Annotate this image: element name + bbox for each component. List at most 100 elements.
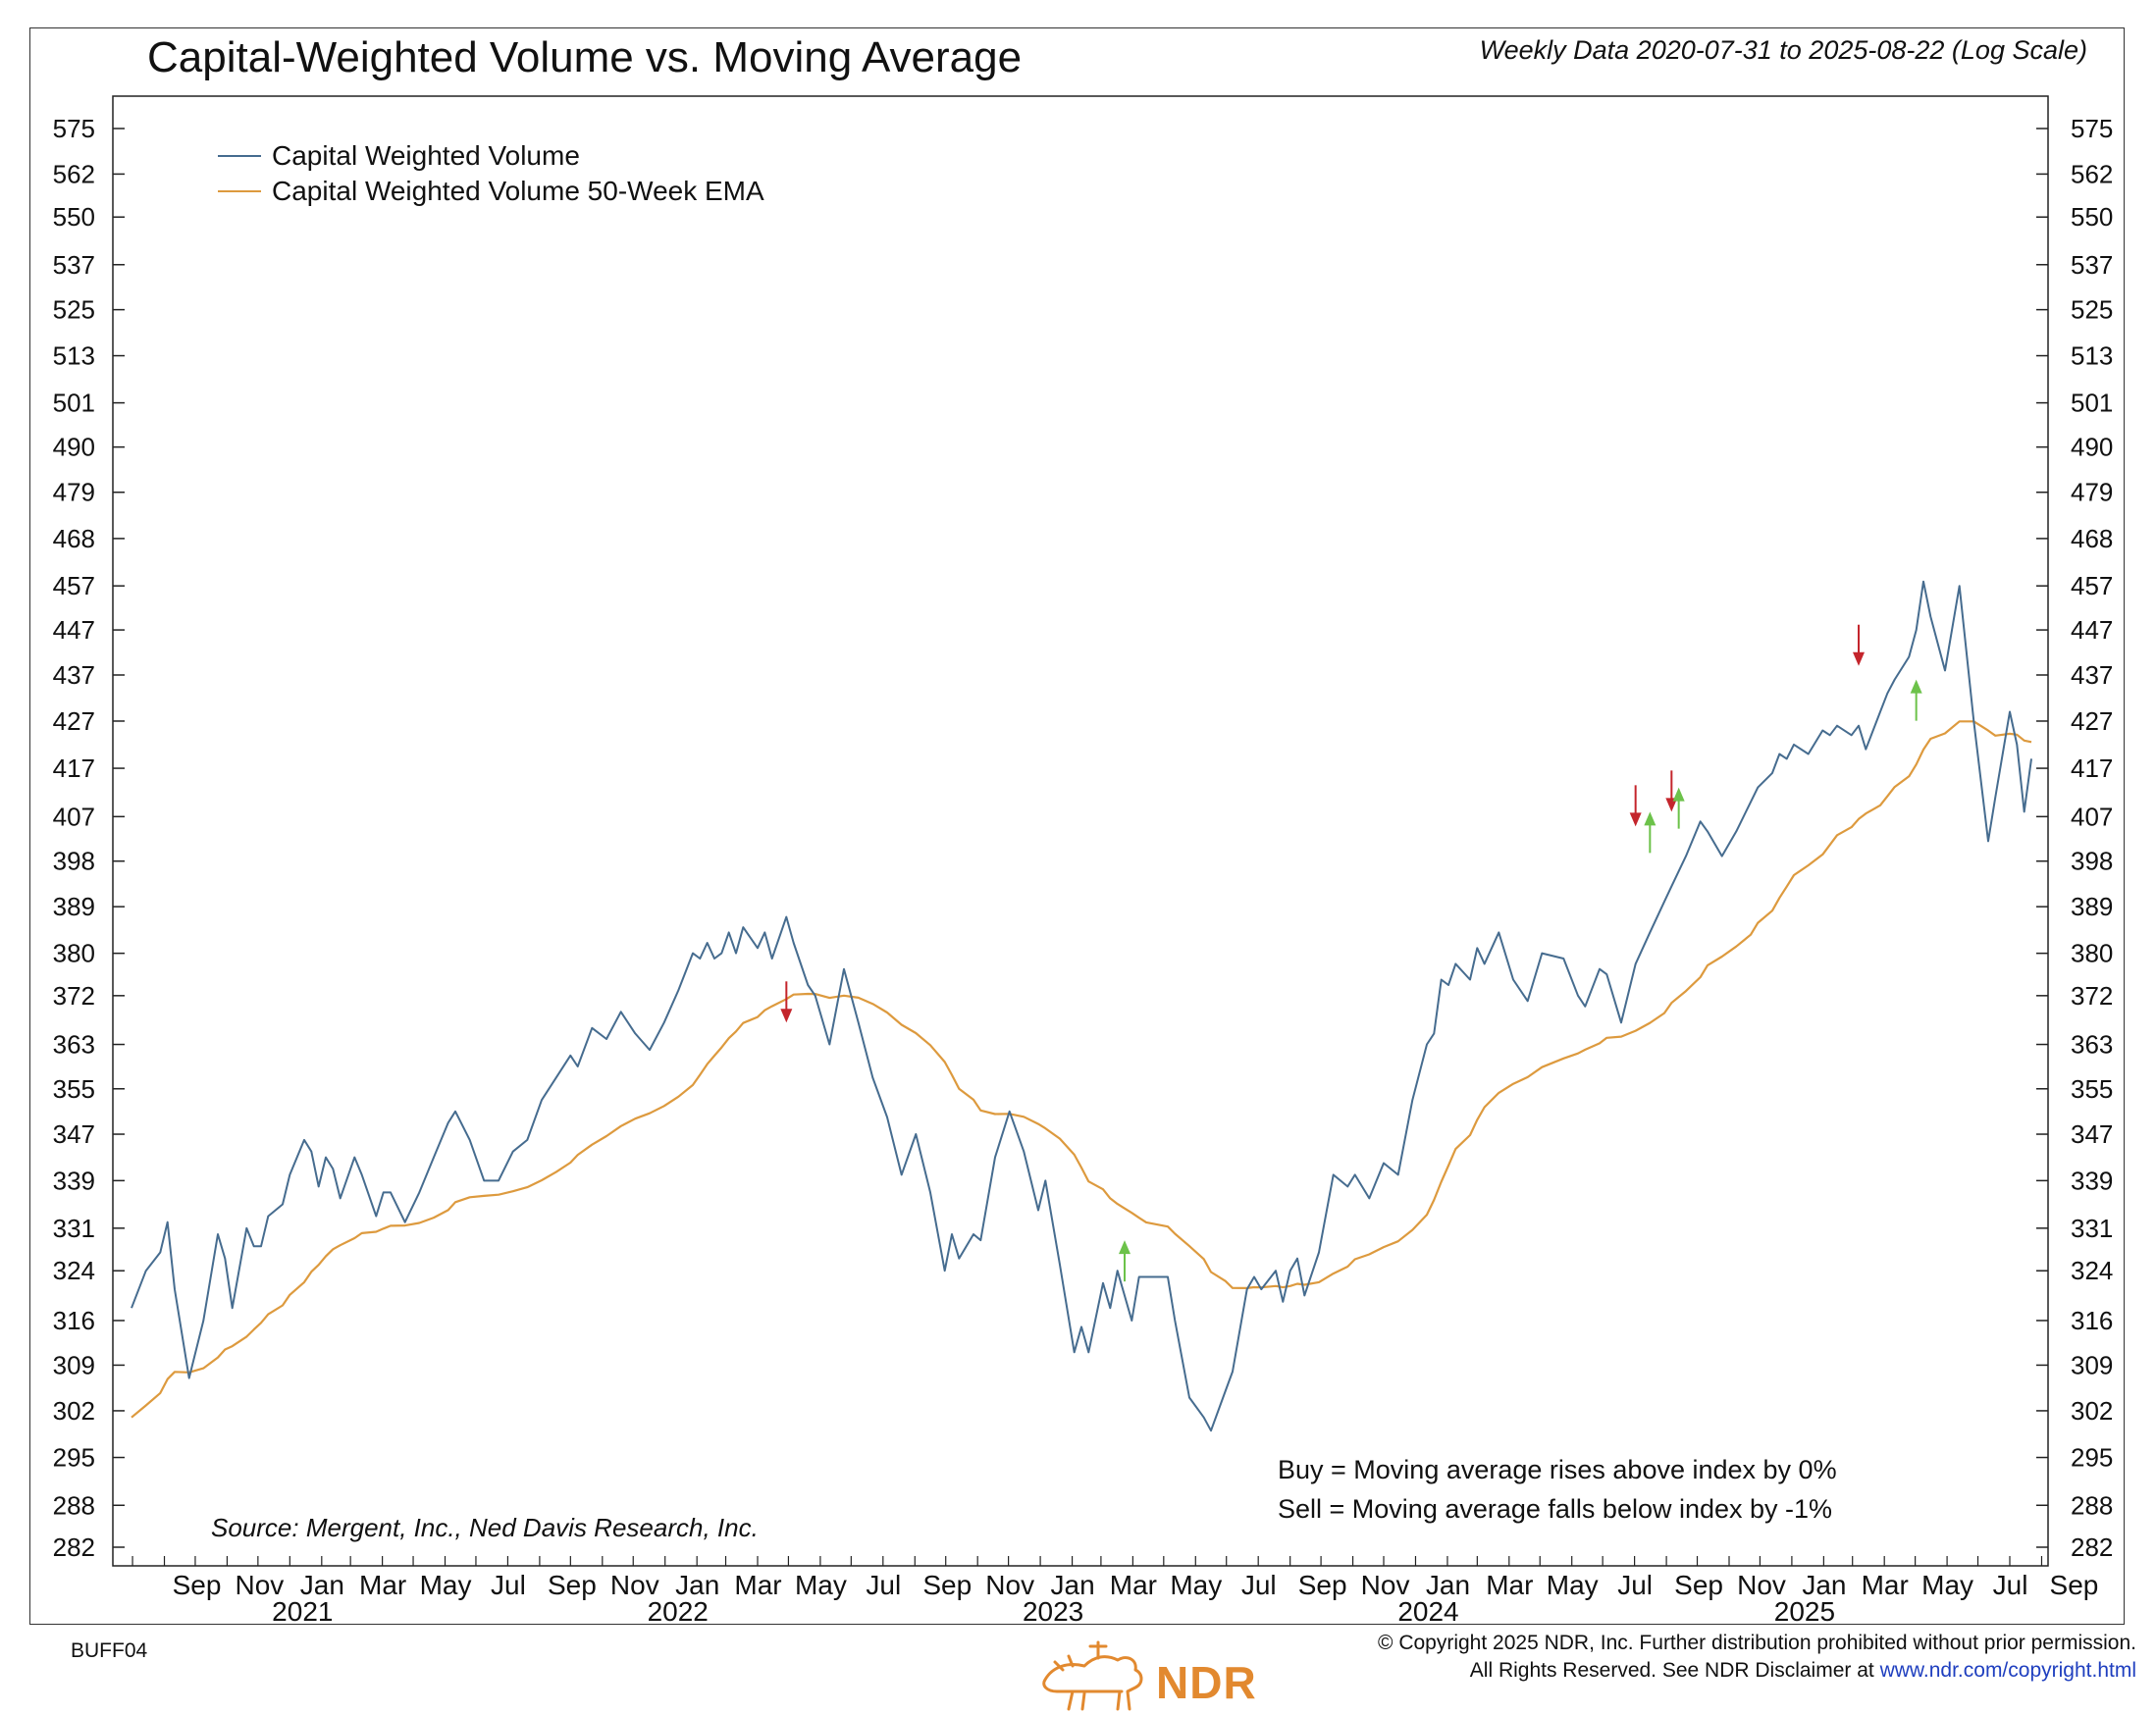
x-tick-label-month: Sep (1298, 1570, 1347, 1600)
ndr-logo-text: NDR (1156, 1657, 1257, 1708)
line-chart: 282 282 288 288 295 295 302 302 309 309 316 316 324 3… (53, 95, 2113, 1627)
y-tick-label-left: 468 (53, 524, 95, 553)
x-tick-label-month: Jan (1051, 1570, 1095, 1600)
signal-rules: Buy = Moving average rises above index b… (1278, 1450, 1837, 1529)
y-tick-label-right: 457 (2071, 571, 2113, 600)
x-tick-label-month: Nov (985, 1570, 1034, 1600)
y-tick-label-right: 490 (2071, 433, 2113, 462)
x-tick-label-month: Nov (236, 1570, 285, 1600)
x-tick-label-month: Mar (1110, 1570, 1157, 1600)
y-tick-label-left: 407 (53, 802, 95, 831)
y-tick-label-left: 513 (53, 341, 95, 371)
sell-arrow-icon (1853, 651, 1865, 666)
x-tick-label-month: Nov (610, 1570, 659, 1600)
x-tick-label-month: May (795, 1570, 847, 1600)
y-tick-label-right: 501 (2071, 389, 2113, 418)
y-tick-label-right: 562 (2071, 159, 2113, 188)
x-tick-label-month: Sep (173, 1570, 222, 1600)
copyright-line-2: All Rights Reserved. See NDR Disclaimer … (1469, 1659, 1880, 1682)
y-tick-label-left: 525 (53, 295, 95, 325)
y-tick-label-right: 295 (2071, 1443, 2113, 1473)
y-tick-label-right: 324 (2071, 1256, 2113, 1285)
y-tick-label-left: 562 (53, 159, 95, 188)
y-tick-label-right: 468 (2071, 524, 2113, 553)
y-tick-label-left: 339 (53, 1166, 95, 1195)
x-tick-label-month: Jul (1617, 1570, 1653, 1600)
y-tick-label-left: 282 (53, 1532, 95, 1562)
y-tick-label-right: 407 (2071, 802, 2113, 831)
y-tick-label-left: 479 (53, 478, 95, 507)
y-tick-label-right: 339 (2071, 1166, 2113, 1195)
y-tick-label-right: 302 (2071, 1396, 2113, 1426)
buy-arrow-icon (1672, 787, 1685, 802)
y-tick-label-left: 316 (53, 1306, 95, 1335)
x-tick-label-month: Nov (1361, 1570, 1410, 1600)
y-tick-label-left: 447 (53, 615, 95, 645)
x-tick-label-month: May (1921, 1570, 1973, 1600)
y-tick-label-right: 427 (2071, 706, 2113, 736)
copyright-link[interactable]: www.ndr.com/copyright.html (1879, 1659, 2136, 1682)
x-tick-label-month: May (1170, 1570, 1222, 1600)
x-tick-label-year: 2021 (272, 1596, 333, 1627)
y-tick-label-left: 501 (53, 389, 95, 418)
y-tick-label-left: 363 (53, 1030, 95, 1060)
sell-arrow-icon (780, 1009, 793, 1023)
chart-subtitle: Weekly Data 2020-07-31 to 2025-08-22 (Lo… (1479, 35, 2087, 65)
y-tick-label-right: 417 (2071, 753, 2113, 783)
x-tick-label-month: Jul (1241, 1570, 1277, 1600)
bull-bear-logo-icon (1042, 1640, 1143, 1711)
y-tick-label-right: 288 (2071, 1490, 2113, 1520)
y-tick-label-right: 316 (2071, 1306, 2113, 1335)
buy-arrow-icon (1910, 679, 1922, 694)
y-tick-label-right: 398 (2071, 847, 2113, 876)
y-tick-label-right: 331 (2071, 1214, 2113, 1243)
x-tick-label-year: 2022 (648, 1596, 709, 1627)
x-tick-label-month: Mar (734, 1570, 781, 1600)
x-tick-label-month: Nov (1737, 1570, 1786, 1600)
x-tick-label-month: Mar (1862, 1570, 1909, 1600)
x-tick-label-month: Mar (1486, 1570, 1533, 1600)
x-tick-label-month: Mar (359, 1570, 406, 1600)
x-tick-label-month: Jan (675, 1570, 719, 1600)
y-tick-label-left: 295 (53, 1443, 95, 1473)
y-tick-label-left: 372 (53, 981, 95, 1011)
y-tick-label-left: 427 (53, 706, 95, 736)
sell-rule: Sell = Moving average falls below index … (1278, 1494, 1833, 1524)
y-tick-label-right: 363 (2071, 1030, 2113, 1060)
x-tick-label-month: Sep (1674, 1570, 1723, 1600)
chart-title: Capital-Weighted Volume vs. Moving Avera… (147, 33, 1023, 81)
y-tick-label-left: 537 (53, 250, 95, 280)
volume-series-line (131, 580, 2032, 1432)
y-tick-label-left: 331 (53, 1214, 95, 1243)
y-tick-label-left: 417 (53, 753, 95, 783)
y-tick-label-left: 550 (53, 202, 95, 232)
y-tick-label-right: 537 (2071, 250, 2113, 280)
buy-arrow-icon (1119, 1240, 1131, 1255)
x-tick-label-year: 2023 (1023, 1596, 1083, 1627)
x-tick-label-year: 2024 (1397, 1596, 1458, 1627)
y-tick-label-left: 457 (53, 571, 95, 600)
y-tick-label-left: 437 (53, 660, 95, 690)
y-tick-label-left: 575 (53, 114, 95, 143)
y-tick-label-right: 282 (2071, 1532, 2113, 1562)
y-tick-label-left: 324 (53, 1256, 95, 1285)
ema-series-line (131, 720, 2032, 1419)
y-tick-label-right: 372 (2071, 981, 2113, 1011)
copyright-notice: © Copyright 2025 NDR, Inc. Further distr… (1378, 1630, 2136, 1685)
y-tick-label-right: 479 (2071, 478, 2113, 507)
y-tick-label-right: 550 (2071, 202, 2113, 232)
y-tick-label-left: 380 (53, 939, 95, 968)
y-tick-label-left: 389 (53, 892, 95, 921)
legend-label: Capital Weighted Volume 50-Week EMA (272, 176, 764, 206)
x-tick-label-month: Sep (548, 1570, 597, 1600)
x-tick-label-month: Jul (1993, 1570, 2028, 1600)
y-tick-label-right: 355 (2071, 1074, 2113, 1104)
y-tick-label-left: 355 (53, 1074, 95, 1104)
x-tick-label-month: Sep (922, 1570, 972, 1600)
x-tick-label-month: Jul (491, 1570, 526, 1600)
y-tick-label-left: 347 (53, 1119, 95, 1149)
buy-rule: Buy = Moving average rises above index b… (1278, 1455, 1837, 1484)
x-tick-label-month: Jan (1802, 1570, 1846, 1600)
y-tick-label-left: 490 (53, 433, 95, 462)
source-note: Source: Mergent, Inc., Ned Davis Researc… (211, 1513, 759, 1542)
